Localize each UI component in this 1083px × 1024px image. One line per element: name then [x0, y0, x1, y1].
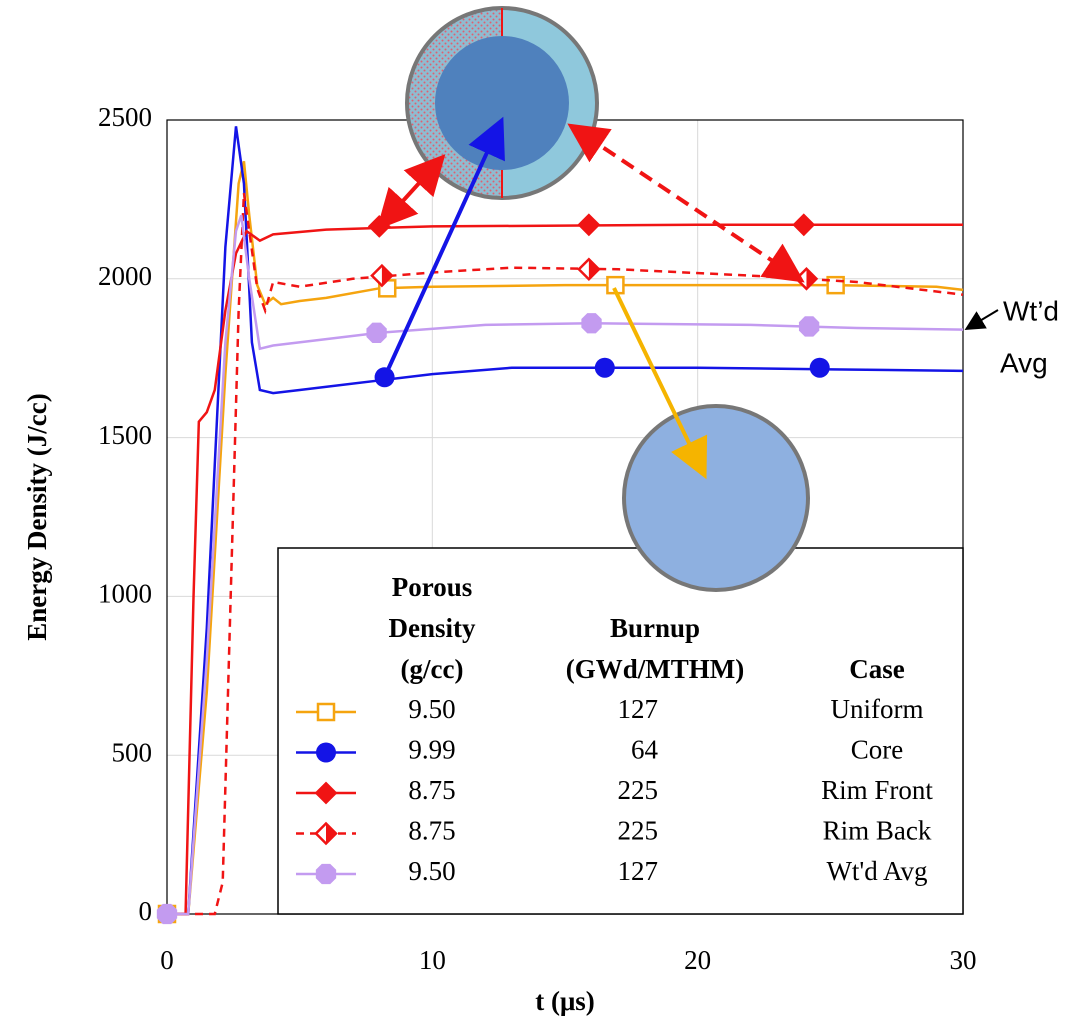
legend-burnup: 225 [618, 775, 659, 805]
marker [798, 316, 820, 337]
annotation: Wt’d [1003, 295, 1059, 326]
x-tick-label: 20 [684, 945, 711, 975]
marker [316, 702, 336, 722]
pellet-diagram [376, 6, 999, 592]
marker [315, 863, 337, 885]
marker [581, 313, 602, 334]
legend-header: (GWd/MTHM) [566, 654, 744, 684]
legend-density: 9.50 [408, 856, 455, 886]
legend-header: (g/cc) [401, 654, 464, 684]
y-axis-label: Energy Density (J/cc) [22, 393, 52, 640]
legend-header: Porous [392, 572, 473, 602]
marker [374, 367, 395, 388]
legend-label: Rim Front [821, 775, 933, 805]
y-tick-label: 0 [139, 896, 153, 926]
legend-density: 9.50 [408, 694, 455, 724]
y-tick-label: 2500 [98, 102, 152, 132]
legend-header: Burnup [610, 613, 700, 643]
legend-burnup: 64 [631, 735, 659, 765]
series-line [167, 160, 964, 916]
marker-half [806, 268, 817, 289]
legend-header: Density [389, 613, 476, 643]
legend-label: Wt'd Avg [826, 856, 927, 886]
x-tick-label: 30 [950, 945, 977, 975]
legend-label: Core [851, 735, 904, 765]
legend: Porous Density (g/cc) Burnup (GWd/MTHM) Case 9… [296, 572, 933, 886]
legend-label: Uniform [831, 694, 924, 724]
y-tick-label: 1000 [98, 579, 152, 609]
legend-burnup: 127 [618, 694, 659, 724]
marker [792, 213, 816, 237]
legend-burnup: 225 [618, 816, 659, 846]
marker [156, 903, 178, 925]
legend-box [277, 547, 964, 915]
marker-half [588, 259, 599, 280]
legend-label: Rim Back [823, 816, 932, 846]
marker [809, 357, 830, 378]
legend-burnup: 127 [618, 856, 659, 886]
marker-half [381, 265, 392, 286]
legend-header: Case [849, 654, 905, 684]
x-tick-label: 10 [419, 945, 446, 975]
y-tick-label: 2000 [98, 261, 152, 291]
legend-density: 8.75 [408, 775, 455, 805]
x-axis-label: t (μs) [535, 986, 595, 1016]
annotation: Avg [1000, 347, 1048, 378]
legend-density: 9.99 [408, 735, 455, 765]
marker [594, 357, 615, 378]
marker [366, 322, 387, 343]
marker-half [326, 823, 336, 844]
x-tick-label: 0 [160, 945, 174, 975]
marker [577, 213, 601, 237]
marker [316, 742, 336, 763]
y-tick-label: 1500 [98, 420, 152, 450]
legend-density: 8.75 [408, 816, 455, 846]
y-tick-label: 500 [112, 737, 153, 767]
series-line [167, 214, 964, 916]
marker [314, 781, 338, 805]
marker [826, 275, 845, 295]
